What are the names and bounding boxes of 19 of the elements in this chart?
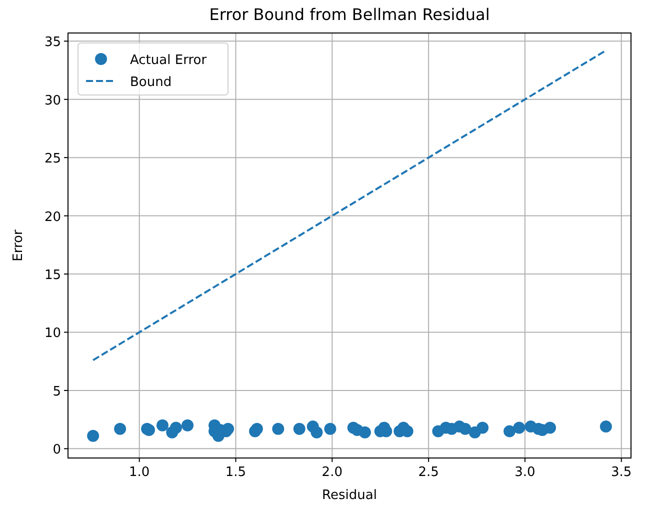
y-axis-title: Error — [11, 229, 26, 262]
x-axis-title: Residual — [322, 488, 377, 503]
y-tick-label: 15 — [44, 268, 61, 284]
legend-label: Actual Error — [130, 53, 208, 68]
y-tick-label: 0 — [52, 442, 61, 458]
y-tick-label: 5 — [52, 384, 61, 400]
y-tick-label: 35 — [44, 35, 61, 50]
x-tick-label: 1.5 — [225, 465, 246, 480]
y-tick-label: 10 — [44, 326, 61, 342]
x-tick-label: 1.0 — [128, 465, 150, 480]
x-tick-label: 2.5 — [418, 465, 439, 480]
y-tick-label: 20 — [44, 210, 61, 225]
y-tick-label: 25 — [44, 152, 61, 167]
x-tick-label: 3.0 — [514, 465, 536, 480]
legend-label: Bound — [130, 75, 172, 90]
chart-title: Error Bound from Bellman Residual — [209, 5, 490, 24]
y-tick-label: 30 — [44, 93, 61, 108]
x-tick-label: 2.0 — [322, 465, 342, 480]
x-tick-label: 3.5 — [611, 465, 632, 480]
